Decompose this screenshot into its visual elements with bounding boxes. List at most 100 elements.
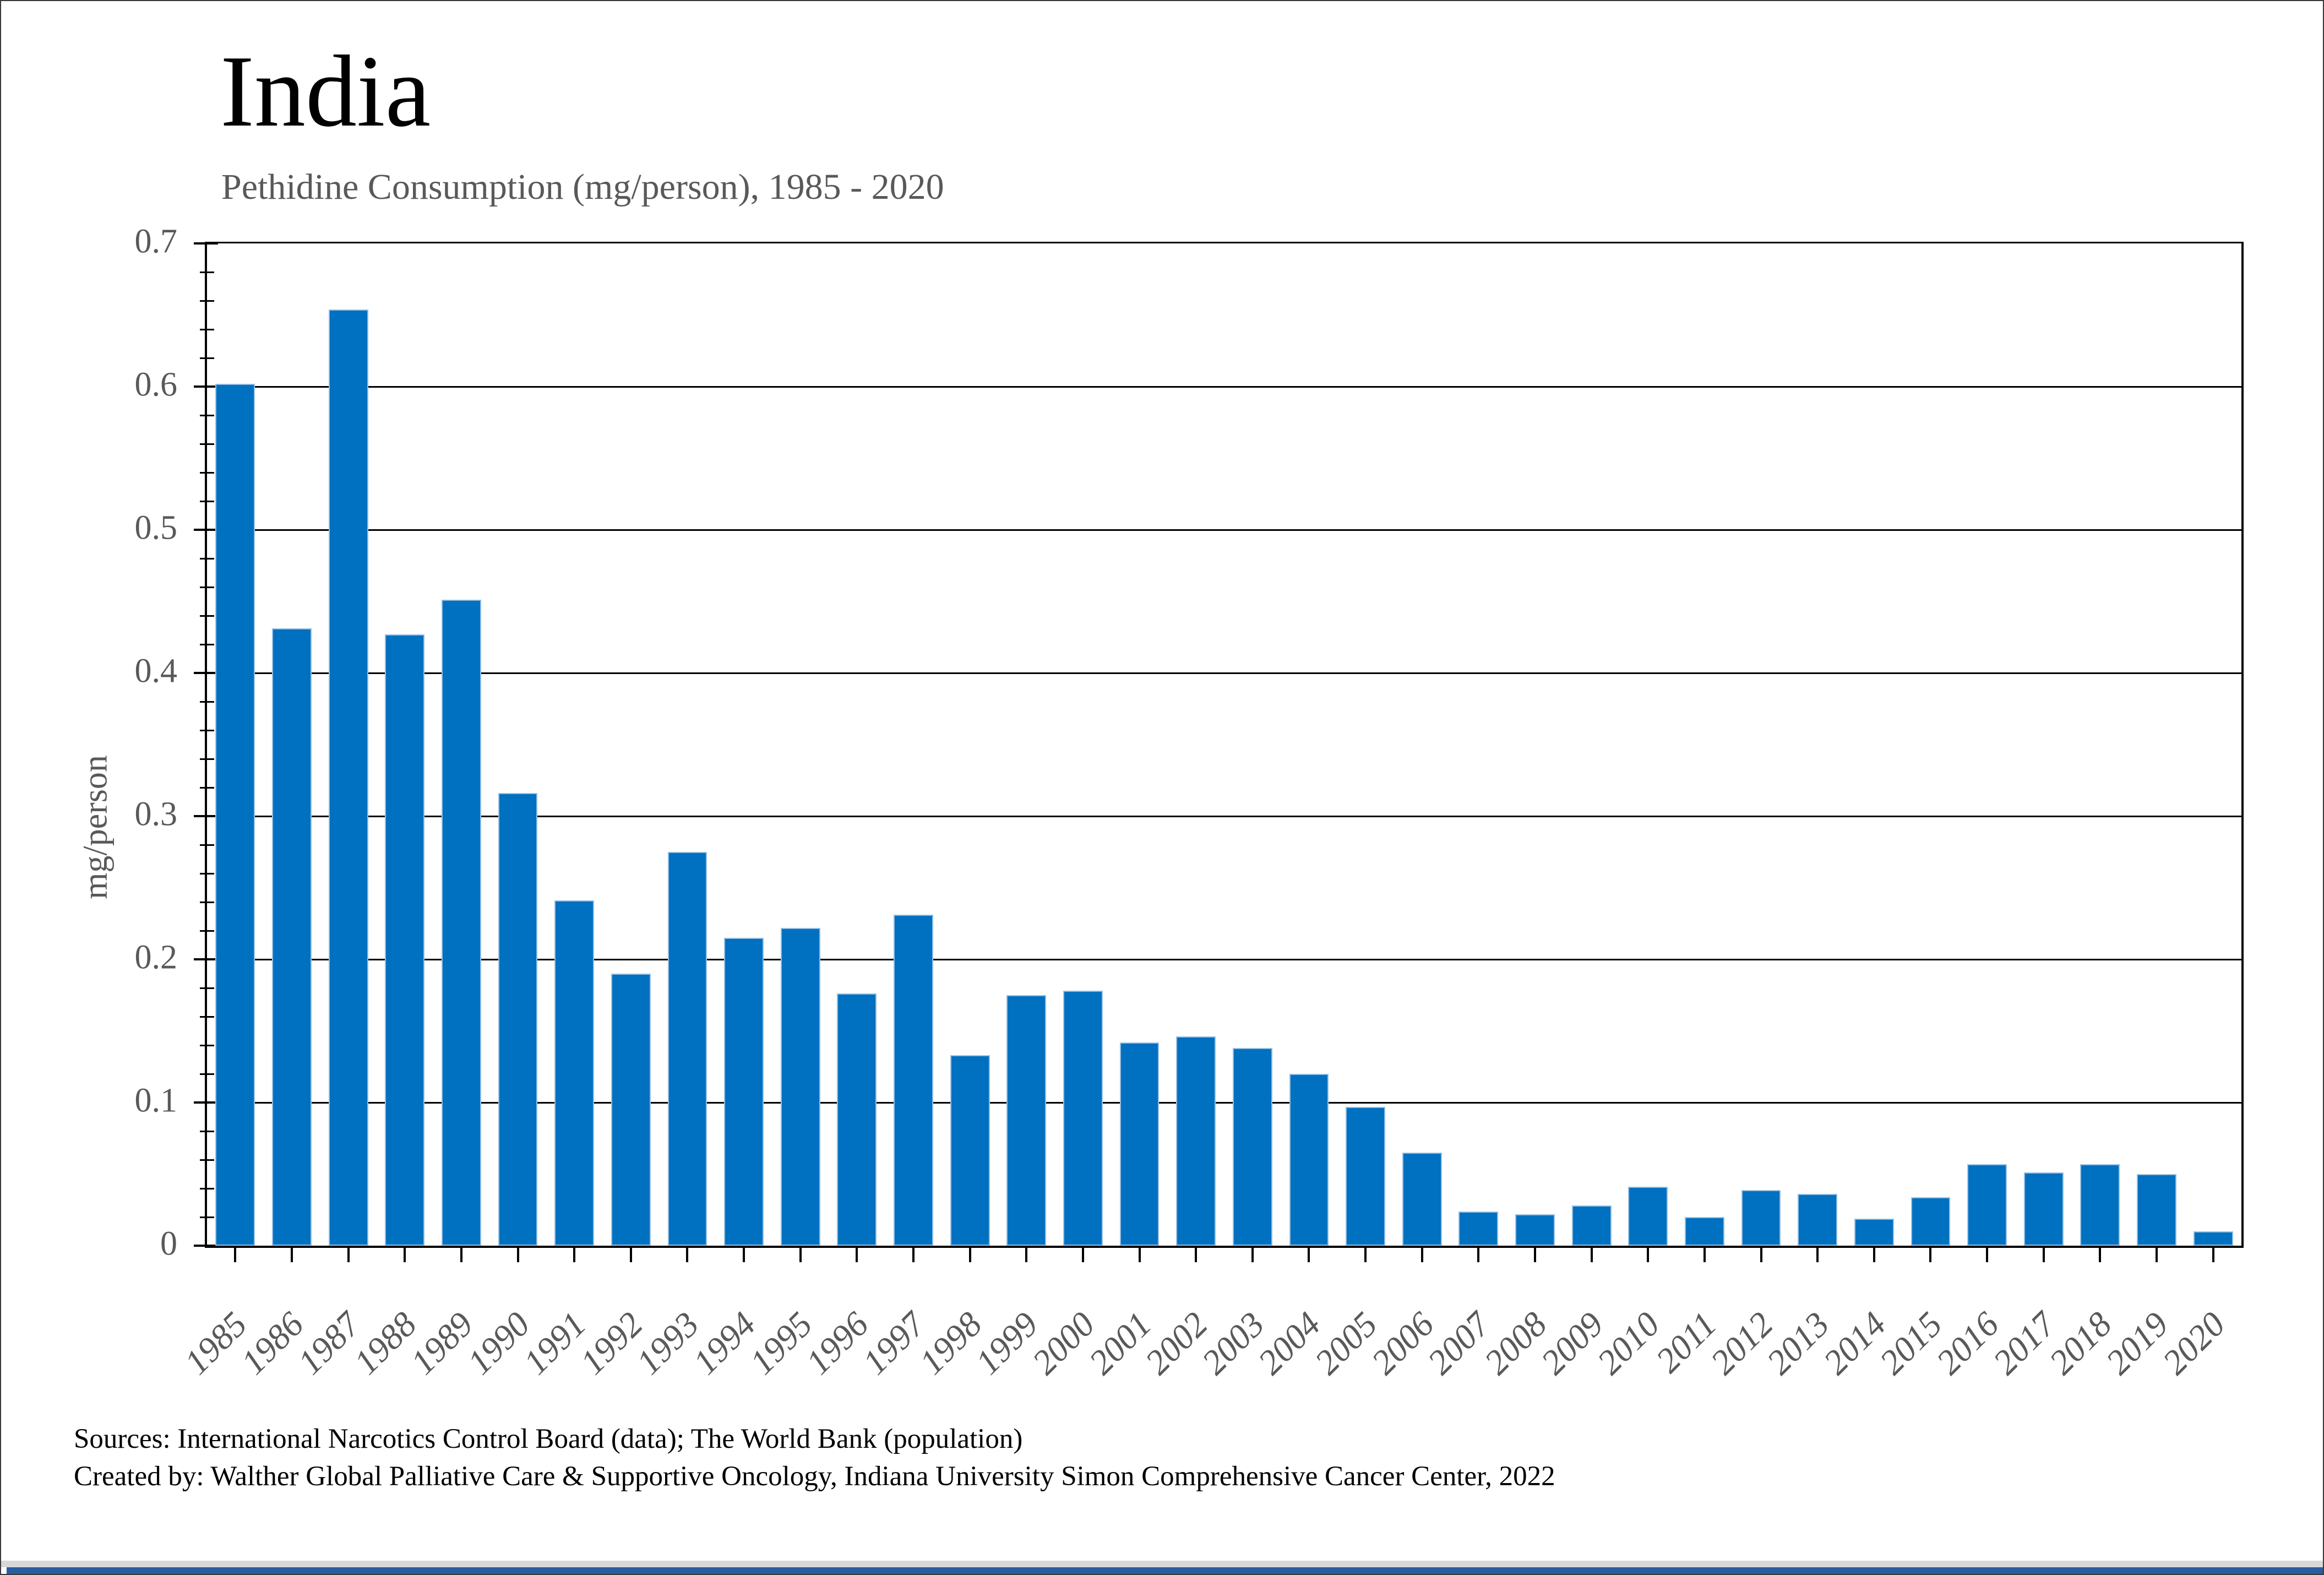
bar-1988 (385, 634, 425, 1246)
bar-1998 (950, 1055, 990, 1246)
y-minor-tick (200, 930, 214, 932)
x-tick (2099, 1246, 2102, 1262)
y-major-tick (194, 529, 218, 531)
source-line-1: Sources: International Narcotics Control… (74, 1424, 1023, 1454)
y-minor-tick (200, 758, 214, 760)
bottom-window-strip (7, 1567, 2323, 1574)
y-major-tick (194, 815, 218, 817)
y-tick-label-0.1: 0.1 (134, 1082, 178, 1120)
y-minor-tick (200, 901, 214, 903)
x-tick (1138, 1246, 1141, 1262)
bar-2017 (2023, 1172, 2064, 1246)
x-tick (1703, 1246, 1706, 1262)
x-tick (629, 1246, 632, 1262)
bar-2016 (1967, 1164, 2007, 1246)
bar-2020 (2193, 1231, 2233, 1246)
bar-2010 (1628, 1187, 1668, 1246)
x-tick (1647, 1246, 1650, 1262)
chart-title: India (220, 35, 431, 148)
x-tick (968, 1246, 971, 1262)
bar-2009 (1571, 1205, 1612, 1246)
bar-2014 (1854, 1218, 1894, 1246)
bar-2002 (1176, 1036, 1216, 1246)
y-minor-tick (200, 873, 214, 875)
bar-2001 (1119, 1042, 1160, 1246)
x-tick (1590, 1246, 1593, 1262)
bar-2004 (1289, 1074, 1329, 1246)
x-tick (743, 1246, 745, 1262)
y-minor-tick (200, 1045, 214, 1046)
x-tick (2042, 1246, 2045, 1262)
y-minor-tick (200, 701, 214, 703)
y-minor-tick (200, 472, 214, 474)
y-major-tick (194, 242, 218, 245)
y-minor-tick (200, 329, 214, 330)
x-tick (573, 1246, 576, 1262)
y-tick-label-0.6: 0.6 (134, 366, 178, 404)
bar-2013 (1798, 1194, 1838, 1246)
x-tick (686, 1246, 689, 1262)
chart-subtitle: Pethidine Consumption (mg/person), 1985 … (221, 167, 944, 207)
bar-2012 (1741, 1190, 1781, 1246)
x-tick (1025, 1246, 1028, 1262)
y-tick-label-0: 0 (160, 1225, 177, 1263)
bar-1989 (441, 600, 481, 1246)
gridline-0.2 (207, 959, 2241, 960)
x-tick (516, 1246, 519, 1262)
bottom-shadow-strip (1, 1561, 2323, 1567)
x-tick (1195, 1246, 1198, 1262)
x-tick (856, 1246, 858, 1262)
x-tick (1760, 1246, 1762, 1262)
y-minor-tick (200, 844, 214, 846)
gridline-0.3 (207, 816, 2241, 817)
bar-2003 (1232, 1048, 1272, 1246)
x-tick (1420, 1246, 1423, 1262)
gridline-0.4 (207, 672, 2241, 674)
y-minor-tick (200, 1073, 214, 1075)
x-tick (1986, 1246, 1989, 1262)
source-line-2: Created by: Walther Global Palliative Ca… (74, 1460, 1555, 1492)
bar-1997 (894, 915, 933, 1246)
bar-1996 (837, 993, 877, 1246)
y-minor-tick (200, 357, 214, 359)
source-note: Sources: International Narcotics Control… (74, 1421, 1555, 1496)
bar-2019 (2137, 1174, 2176, 1246)
y-minor-tick (200, 300, 214, 302)
y-major-tick (194, 385, 218, 388)
y-minor-tick (200, 443, 214, 445)
y-minor-tick (200, 1188, 214, 1190)
x-tick (1929, 1246, 1932, 1262)
y-tick-label-0.7: 0.7 (134, 222, 178, 260)
gridline-0.6 (207, 386, 2241, 388)
y-minor-tick (200, 1016, 214, 1018)
bar-1987 (328, 309, 368, 1246)
bar-1985 (215, 383, 255, 1246)
bar-2006 (1402, 1153, 1442, 1246)
bar-2005 (1346, 1106, 1386, 1246)
x-tick (2212, 1246, 2214, 1262)
y-major-tick (194, 1245, 218, 1247)
y-major-tick (194, 672, 218, 674)
bar-2011 (1685, 1217, 1724, 1246)
x-tick (1816, 1246, 1819, 1262)
y-minor-tick (200, 1216, 214, 1218)
y-tick-label-0.2: 0.2 (134, 938, 178, 976)
y-tick-label-0.5: 0.5 (134, 509, 178, 547)
x-tick (1477, 1246, 1480, 1262)
x-tick (1534, 1246, 1536, 1262)
bar-2007 (1458, 1211, 1499, 1246)
bar-1994 (724, 938, 764, 1246)
gridline-0.5 (207, 529, 2241, 531)
bar-1991 (554, 900, 595, 1246)
x-tick (234, 1246, 237, 1262)
gridline-0.1 (207, 1102, 2241, 1104)
bar-1990 (498, 793, 538, 1246)
plot-area: 1985 1986 1987 1988 1989 1990 1991 1992 1993 1994… (177, 242, 2244, 1382)
y-minor-tick (200, 730, 214, 731)
bar-1986 (272, 628, 312, 1246)
x-tick (1081, 1246, 1084, 1262)
y-minor-tick (200, 987, 214, 989)
x-tick (460, 1246, 462, 1262)
y-minor-tick (200, 501, 214, 502)
